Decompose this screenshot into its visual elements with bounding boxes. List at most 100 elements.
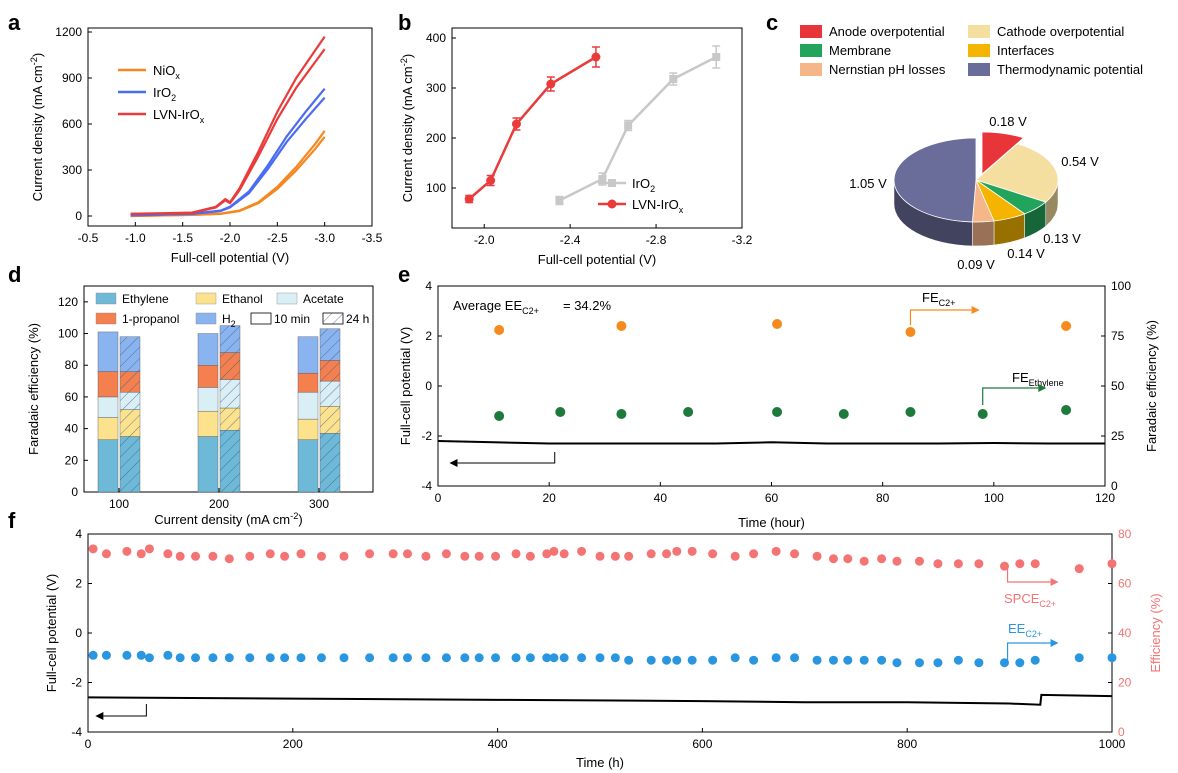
legend-swatch	[195, 292, 217, 305]
ee-point	[339, 653, 349, 663]
bar-segment-1-propanol	[197, 365, 219, 388]
legend-marker	[608, 179, 616, 187]
y-tick-label-right: 0	[1118, 725, 1125, 739]
ee-point	[441, 653, 451, 663]
data-point-IrO2	[555, 196, 564, 205]
bar-segment-1-propanol	[297, 372, 319, 393]
bar-segment-H2	[297, 336, 319, 374]
spce-point	[1107, 559, 1117, 569]
bar-segment-Ethylene	[297, 439, 319, 493]
ee-point	[749, 655, 759, 665]
legend-swatch-10min	[250, 312, 272, 325]
spce-point	[365, 549, 375, 559]
fe-ethylene-point	[772, 407, 783, 417]
x-tick-label: 400	[488, 737, 508, 751]
x-tick-label: 60	[765, 491, 779, 505]
x-tick-label: 80	[876, 491, 890, 505]
panel-b-chart: -2.0 -2.4 -2.8 -3.2 100 200 300 400 Full-cell po…	[399, 27, 753, 267]
spce-point	[296, 549, 306, 559]
spce-point	[708, 549, 718, 559]
x-tick-label: -0.5	[78, 231, 99, 245]
x-axis-label: Full-cell potential (V)	[171, 250, 290, 265]
y-tick-label: -4	[421, 479, 432, 493]
spce-point	[859, 556, 869, 566]
spce-point	[662, 549, 672, 559]
spce-point	[749, 549, 759, 559]
x-tick-label: 0	[85, 737, 92, 751]
spce-point	[388, 549, 398, 559]
x-tick-label: 800	[897, 737, 917, 751]
ee-point	[208, 653, 218, 663]
ee-point	[999, 658, 1009, 668]
y-tick-label: 1200	[55, 25, 82, 39]
bar-hatch	[320, 328, 340, 361]
fe-c2-arrowhead	[971, 306, 980, 314]
ee-point	[265, 653, 275, 663]
ee-point	[1074, 653, 1084, 663]
ee-point	[1030, 655, 1040, 665]
ee-point	[101, 650, 111, 660]
fe-ethylene-point	[1061, 405, 1072, 415]
bar-segment-Ethanol	[97, 417, 119, 440]
ee-point	[559, 653, 569, 663]
bar-hatch	[120, 371, 140, 393]
y-axis-label-left: Full-cell potential (V)	[398, 327, 413, 446]
y-tick-label-right: 25	[1111, 429, 1125, 443]
panel-a-chart: -0.5 -1.0 -1.5 -2.0 -2.5 -3.0 -3.5 0 300 600 900 12…	[29, 25, 383, 265]
ee-point	[577, 653, 587, 663]
ee-point	[224, 653, 234, 663]
ee-point	[175, 653, 185, 663]
y-tick-label: 300	[426, 81, 446, 95]
ee-point	[708, 655, 718, 665]
x-tick-label: -1.5	[172, 231, 193, 245]
data-point-IrO2	[598, 175, 607, 183]
y-axis-label-left: Full-cell potential (V)	[44, 574, 59, 693]
spce-point	[1030, 559, 1040, 569]
spce-point	[953, 559, 963, 569]
ee-point	[662, 655, 672, 665]
x-tick-label: 1000	[1099, 737, 1126, 751]
panel-letter-d: d	[8, 262, 21, 287]
legend-swatch	[800, 25, 822, 38]
legend-label: Membrane	[829, 43, 891, 58]
ee-point	[511, 653, 521, 663]
spce-point	[730, 551, 740, 561]
y-tick-label: 0	[75, 626, 82, 640]
panel-c-chart: Anode overpotential Cathode overpotential…	[800, 24, 1143, 272]
potential-arrow	[457, 452, 556, 464]
ee-point	[730, 653, 740, 663]
y-axis-label: Current density (mA cm-2)	[399, 54, 415, 202]
ee-point	[595, 653, 605, 663]
x-tick-label: 300	[309, 497, 329, 511]
legend-label: H2	[222, 312, 236, 329]
ee-point	[953, 655, 963, 665]
spce-point	[208, 551, 218, 561]
x-tick-label: -2.4	[560, 233, 581, 247]
x-tick-label: 120	[1095, 491, 1115, 505]
ee-point	[646, 655, 656, 665]
spce-point	[491, 551, 501, 561]
legend-label: Anode overpotential	[829, 24, 945, 39]
bar-hatch	[120, 409, 140, 437]
spce-point	[136, 549, 146, 559]
x-axis-label: Time (h)	[576, 755, 624, 770]
y-tick-label: 600	[62, 117, 82, 131]
spce-point	[877, 554, 887, 564]
spce-point	[914, 556, 924, 566]
potential-arrow	[103, 704, 147, 717]
spce-point	[812, 551, 822, 561]
y-tick-label: 60	[65, 390, 79, 404]
ee-point	[163, 650, 173, 660]
legend-label-IrO2: IrO2	[632, 176, 655, 194]
ee-point	[877, 655, 887, 665]
panel-letter-f: f	[8, 508, 16, 533]
pie-slice-Cathode overpotential	[975, 143, 1059, 203]
y-axis-label: Current density (mA cm-2)	[29, 53, 45, 201]
x-tick-label: 0	[435, 491, 442, 505]
series-line-NiOx	[130, 130, 326, 218]
average-ee-label: Average EEC2+	[453, 298, 539, 316]
spce-point	[122, 546, 132, 556]
potential-line	[437, 440, 1105, 445]
spce-point	[549, 546, 559, 556]
